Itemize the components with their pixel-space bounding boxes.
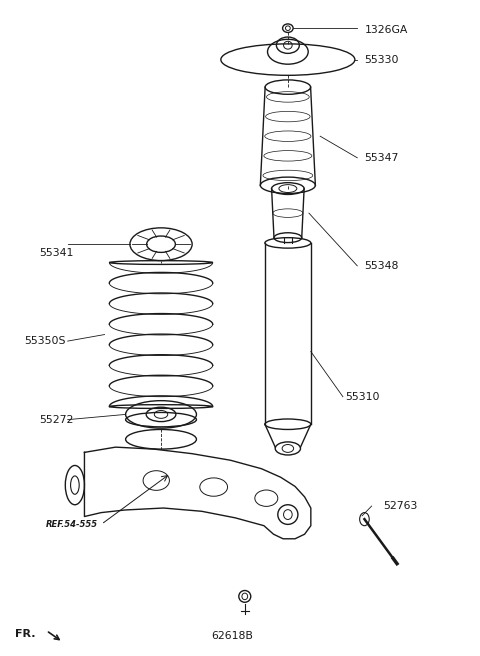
Text: FR.: FR. [15,629,36,640]
Text: 55348: 55348 [364,261,399,271]
Text: 1326GA: 1326GA [364,25,408,35]
Text: 55350S: 55350S [24,336,66,346]
Text: REF.54-555: REF.54-555 [46,520,98,529]
Text: 52763: 52763 [384,501,418,511]
Text: 55347: 55347 [364,153,399,163]
Text: 55341: 55341 [39,248,73,258]
Text: 62618B: 62618B [211,630,253,641]
Text: 55330: 55330 [364,54,399,64]
Text: 55310: 55310 [345,392,380,401]
Text: 55272: 55272 [39,415,73,424]
